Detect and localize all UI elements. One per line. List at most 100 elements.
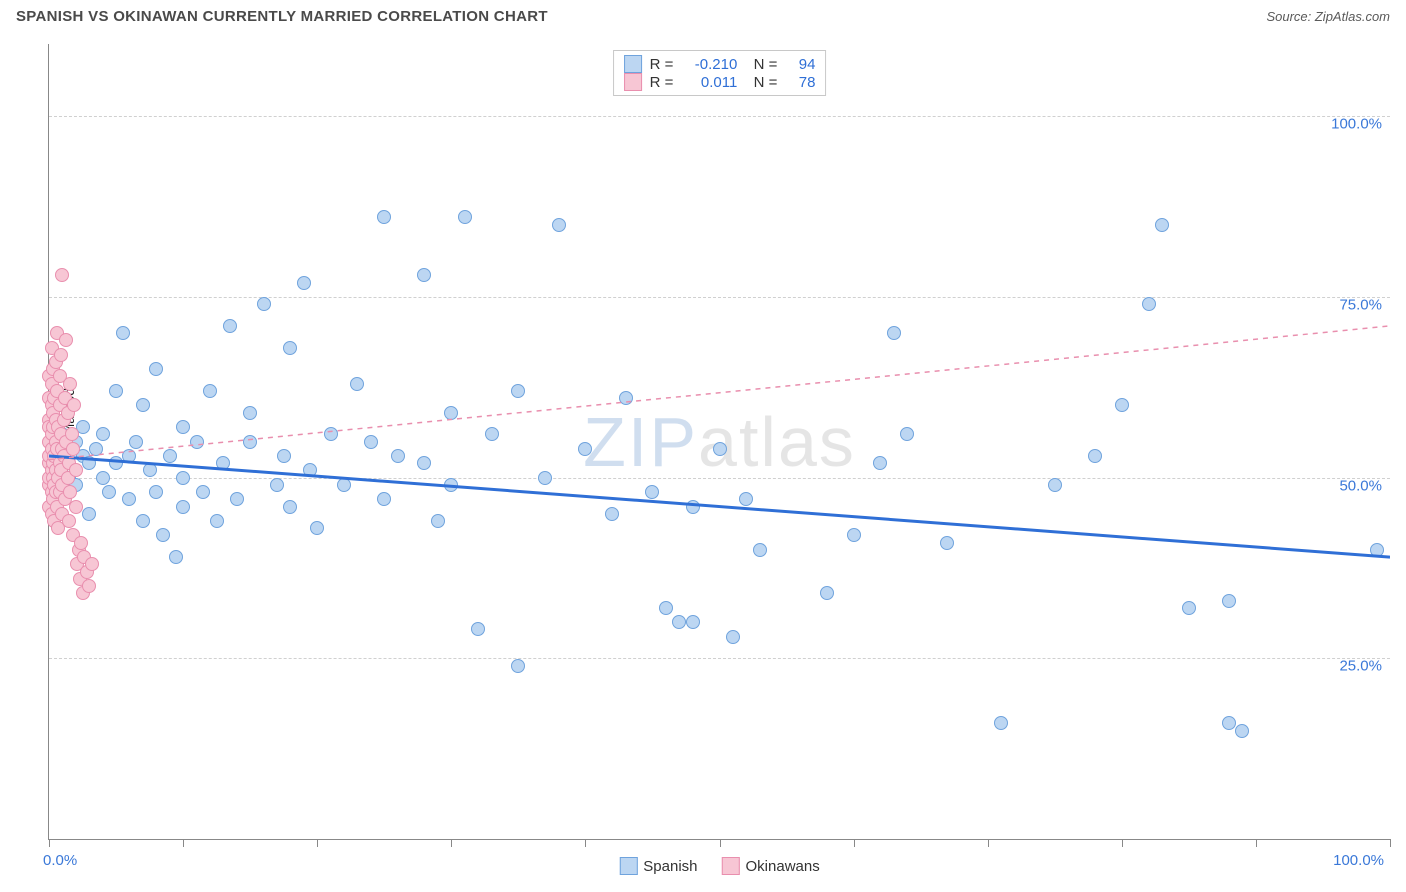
scatter-point — [82, 579, 96, 593]
scatter-point — [1048, 478, 1062, 492]
x-tick — [1390, 839, 1391, 847]
x-tick — [720, 839, 721, 847]
scatter-point — [887, 326, 901, 340]
scatter-point — [277, 449, 291, 463]
x-axis-min-label: 0.0% — [43, 852, 77, 869]
scatter-point — [619, 391, 633, 405]
scatter-point — [136, 514, 150, 528]
stat-n-label: N = — [745, 74, 777, 91]
scatter-point — [726, 630, 740, 644]
legend-label: Okinawans — [746, 858, 820, 875]
scatter-point — [672, 615, 686, 629]
scatter-point — [391, 449, 405, 463]
scatter-point — [96, 427, 110, 441]
scatter-point — [129, 435, 143, 449]
legend-swatch — [722, 857, 740, 875]
scatter-point — [59, 333, 73, 347]
stat-n-label: N = — [745, 56, 777, 73]
y-tick-label: 50.0% — [1339, 477, 1382, 494]
scatter-point — [713, 442, 727, 456]
scatter-point — [69, 500, 83, 514]
scatter-point — [511, 659, 525, 673]
scatter-point — [122, 449, 136, 463]
scatter-point — [900, 427, 914, 441]
scatter-point — [96, 471, 110, 485]
scatter-point — [1088, 449, 1102, 463]
scatter-point — [444, 478, 458, 492]
x-tick — [317, 839, 318, 847]
scatter-point — [203, 384, 217, 398]
stats-legend: R =-0.210 N =94R =0.011 N =78 — [613, 50, 827, 96]
scatter-point — [350, 377, 364, 391]
scatter-point — [940, 536, 954, 550]
scatter-point — [431, 514, 445, 528]
stat-r-label: R = — [650, 56, 674, 73]
scatter-point — [471, 622, 485, 636]
scatter-point — [417, 268, 431, 282]
x-tick — [988, 839, 989, 847]
scatter-point — [310, 521, 324, 535]
scatter-point — [143, 463, 157, 477]
scatter-point — [377, 492, 391, 506]
scatter-point — [67, 398, 81, 412]
stats-row: R =0.011 N =78 — [624, 73, 816, 91]
x-tick — [854, 839, 855, 847]
scatter-point — [89, 442, 103, 456]
scatter-point — [1142, 297, 1156, 311]
scatter-point — [116, 326, 130, 340]
scatter-point — [873, 456, 887, 470]
scatter-point — [74, 536, 88, 550]
scatter-point — [739, 492, 753, 506]
gridline — [49, 116, 1390, 117]
scatter-point — [283, 500, 297, 514]
scatter-point — [102, 485, 116, 499]
scatter-point — [163, 449, 177, 463]
legend-label: Spanish — [643, 858, 697, 875]
scatter-point — [270, 478, 284, 492]
scatter-point — [538, 471, 552, 485]
scatter-point — [444, 406, 458, 420]
scatter-point — [994, 716, 1008, 730]
stat-r-label: R = — [650, 74, 674, 91]
scatter-point — [62, 514, 76, 528]
scatter-point — [176, 471, 190, 485]
bottom-legend: Spanish Okinawans — [619, 857, 819, 875]
scatter-point — [66, 442, 80, 456]
scatter-point — [417, 456, 431, 470]
legend-item: Okinawans — [722, 857, 820, 875]
scatter-point — [1155, 218, 1169, 232]
x-tick — [585, 839, 586, 847]
stat-r-value: -0.210 — [681, 56, 737, 73]
scatter-point — [230, 492, 244, 506]
scatter-point — [605, 507, 619, 521]
gridline — [49, 297, 1390, 298]
chart-title: SPANISH VS OKINAWAN CURRENTLY MARRIED CO… — [16, 8, 548, 25]
scatter-point — [54, 348, 68, 362]
scatter-point — [1115, 398, 1129, 412]
scatter-point — [377, 210, 391, 224]
scatter-point — [65, 427, 79, 441]
scatter-point — [190, 435, 204, 449]
scatter-point — [1235, 724, 1249, 738]
x-axis-max-label: 100.0% — [1333, 852, 1384, 869]
stat-r-value: 0.011 — [681, 74, 737, 91]
source-label: Source: ZipAtlas.com — [1266, 9, 1390, 24]
scatter-point — [337, 478, 351, 492]
scatter-point — [63, 377, 77, 391]
gridline — [49, 658, 1390, 659]
scatter-point — [216, 456, 230, 470]
scatter-point — [303, 463, 317, 477]
scatter-point — [686, 500, 700, 514]
x-tick — [1256, 839, 1257, 847]
x-tick — [1122, 839, 1123, 847]
scatter-point — [511, 384, 525, 398]
scatter-point — [55, 268, 69, 282]
scatter-point — [283, 341, 297, 355]
scatter-point — [176, 500, 190, 514]
scatter-point — [223, 319, 237, 333]
scatter-point — [753, 543, 767, 557]
stats-row: R =-0.210 N =94 — [624, 55, 816, 73]
scatter-point — [109, 456, 123, 470]
scatter-point — [458, 210, 472, 224]
gridline — [49, 478, 1390, 479]
